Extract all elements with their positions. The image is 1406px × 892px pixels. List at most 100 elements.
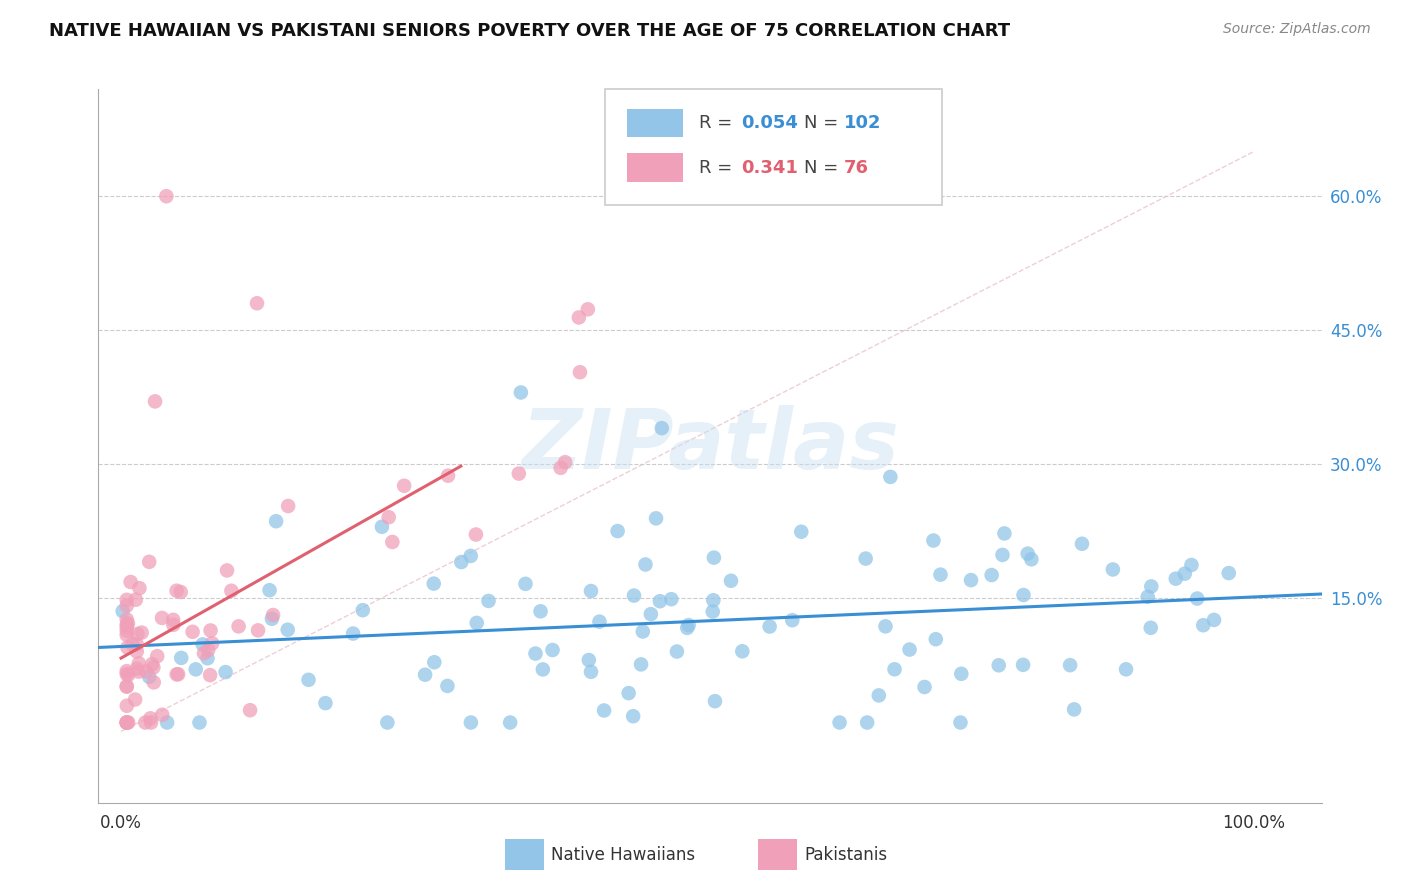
Point	[377, 715, 399, 730]
Point	[855, 551, 877, 566]
Point	[277, 499, 299, 513]
Point	[606, 524, 628, 538]
Point	[139, 711, 162, 725]
Point	[125, 592, 148, 607]
Point	[531, 662, 554, 676]
Point	[621, 709, 644, 723]
Point	[138, 670, 160, 684]
Point	[150, 611, 173, 625]
Point	[170, 585, 193, 599]
Point	[117, 668, 139, 682]
Point	[436, 679, 458, 693]
Point	[731, 644, 754, 658]
Text: N =: N =	[804, 159, 844, 177]
Point	[127, 627, 149, 641]
Point	[115, 664, 138, 678]
Point	[125, 662, 148, 676]
Point	[780, 613, 803, 627]
Point	[922, 533, 945, 548]
Point	[991, 548, 1014, 562]
Point	[1164, 572, 1187, 586]
Point	[371, 520, 394, 534]
Point	[146, 649, 169, 664]
Text: 0.054: 0.054	[741, 114, 797, 132]
Point	[128, 581, 150, 595]
Point	[117, 616, 139, 631]
Point	[593, 703, 616, 717]
Point	[115, 666, 138, 681]
Text: Native Hawaiians: Native Hawaiians	[551, 846, 696, 863]
Point	[198, 668, 221, 682]
Point	[828, 715, 851, 730]
Point	[648, 594, 671, 608]
Point	[150, 707, 173, 722]
Point	[143, 394, 166, 409]
Point	[665, 644, 688, 658]
Point	[929, 567, 952, 582]
Point	[239, 703, 262, 717]
Point	[1063, 702, 1085, 716]
Point	[702, 593, 724, 607]
Point	[166, 667, 188, 681]
Point	[1139, 621, 1161, 635]
Point	[925, 632, 948, 647]
Point	[191, 637, 214, 651]
Text: 76: 76	[844, 159, 869, 177]
Point	[541, 643, 564, 657]
Point	[138, 555, 160, 569]
Point	[246, 296, 269, 310]
Point	[465, 615, 488, 630]
Point	[111, 604, 134, 618]
Point	[477, 594, 499, 608]
Point	[193, 646, 215, 660]
Point	[460, 715, 482, 730]
Point	[115, 612, 138, 626]
Point	[1012, 588, 1035, 602]
Point	[115, 715, 138, 730]
Point	[883, 662, 905, 676]
Point	[413, 667, 436, 681]
Point	[509, 385, 531, 400]
Point	[631, 624, 654, 639]
Point	[579, 665, 602, 679]
Point	[115, 715, 138, 730]
Point	[529, 604, 551, 618]
Point	[437, 468, 460, 483]
Point	[875, 619, 897, 633]
Point	[576, 302, 599, 317]
Point	[214, 665, 236, 679]
Point	[993, 526, 1015, 541]
Point	[247, 624, 270, 638]
Point	[381, 535, 404, 549]
Point	[117, 640, 139, 655]
Point	[515, 577, 537, 591]
Text: Pakistanis: Pakistanis	[804, 846, 887, 863]
Text: R =: R =	[699, 114, 738, 132]
Point	[980, 568, 1002, 582]
Point	[703, 550, 725, 565]
Point	[352, 603, 374, 617]
Point	[579, 584, 602, 599]
Point	[377, 510, 399, 524]
Point	[1017, 547, 1039, 561]
Point	[115, 624, 138, 638]
Point	[117, 715, 139, 730]
Point	[949, 715, 972, 730]
Point	[125, 644, 148, 658]
Point	[115, 592, 138, 607]
Point	[221, 583, 243, 598]
Point	[1192, 618, 1215, 632]
Point	[162, 617, 184, 632]
Point	[678, 618, 700, 632]
Point	[879, 470, 901, 484]
Point	[950, 666, 973, 681]
Point	[156, 715, 179, 730]
Point	[120, 574, 142, 589]
Point	[1115, 662, 1137, 676]
Point	[1180, 558, 1202, 572]
Text: 0.341: 0.341	[741, 159, 797, 177]
Point	[1140, 579, 1163, 593]
Point	[720, 574, 742, 588]
Point	[460, 549, 482, 563]
Point	[297, 673, 319, 687]
